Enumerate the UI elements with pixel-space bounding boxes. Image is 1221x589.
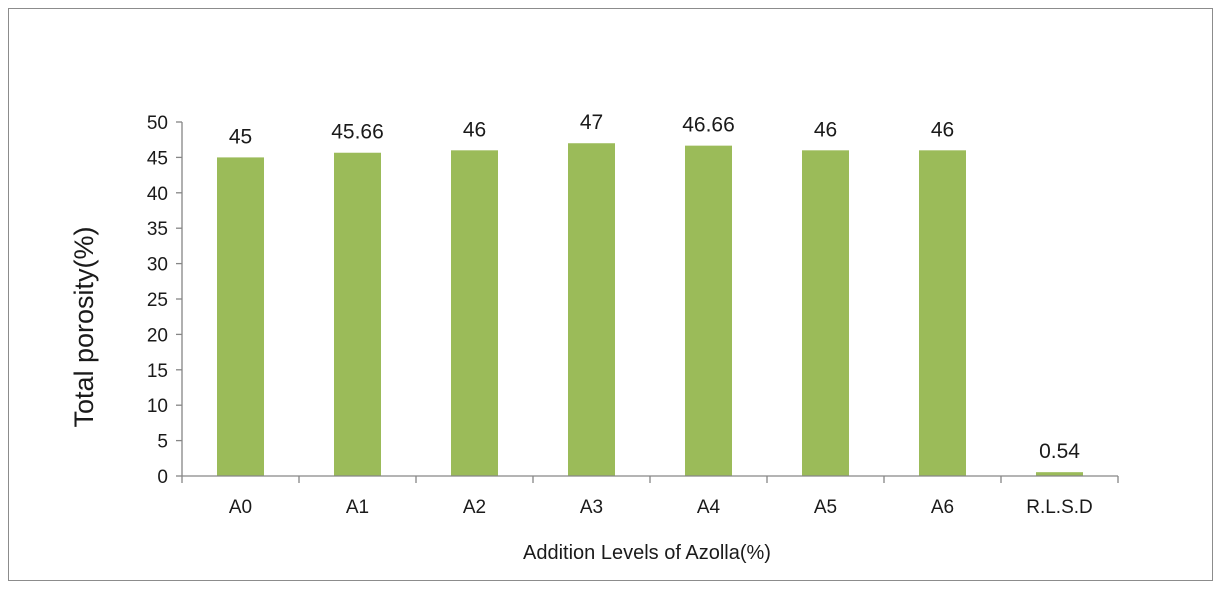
x-tick-label: R.L.S.D (1026, 497, 1093, 518)
x-tick-label: A3 (580, 497, 603, 518)
x-tick-label: A5 (814, 497, 837, 518)
y-axis-title: Total porosity(%) (69, 226, 99, 427)
y-tick-label: 15 (147, 361, 168, 382)
data-label: 46.66 (682, 114, 735, 137)
y-axis-ticks: 0 5 10 15 20 25 30 35 40 45 50 (147, 113, 182, 488)
data-label: 45.66 (331, 121, 384, 144)
x-tick-label: A2 (463, 497, 486, 518)
bar-a5 (802, 150, 849, 476)
data-label: 45 (229, 125, 252, 148)
bar-a1 (334, 152, 381, 476)
data-labels: 45 45.66 46 47 46.66 46 46 0.54 (229, 111, 1080, 463)
data-label: 46 (931, 118, 954, 141)
bars (217, 143, 1083, 477)
x-axis-title: Addition Levels of Azolla(%) (523, 542, 771, 564)
chart-frame: 0 5 10 15 20 25 30 35 40 45 50 45 45.66 46 47 46.66 46 4… (8, 8, 1213, 581)
y-tick-label: 0 (157, 467, 168, 488)
x-tick-label: A1 (346, 497, 369, 518)
y-tick-label: 10 (147, 396, 168, 417)
x-tick-label: A6 (931, 497, 954, 518)
x-tick-label: A0 (229, 497, 252, 518)
y-tick-label: 5 (157, 432, 168, 453)
y-tick-label: 25 (147, 290, 168, 311)
y-tick-label: 40 (147, 184, 168, 205)
y-tick-label: 50 (147, 113, 168, 134)
bar-a6 (919, 150, 966, 476)
y-tick-label: 20 (147, 325, 168, 346)
data-label: 47 (580, 111, 603, 134)
x-axis-ticks: A0 A1 A2 A3 A4 A5 A6 R.L.S.D (181, 476, 1119, 518)
data-label: 0.54 (1039, 440, 1080, 463)
x-tick-label: A4 (697, 497, 721, 518)
bar-a2 (451, 150, 498, 476)
data-label: 46 (814, 118, 837, 141)
y-tick-label: 35 (147, 219, 168, 240)
y-tick-label: 30 (147, 255, 168, 276)
bar-a4 (685, 145, 732, 476)
y-tick-label: 45 (147, 148, 168, 169)
bar-a0 (217, 157, 264, 476)
bar-a3 (568, 143, 615, 477)
data-label: 46 (463, 118, 486, 141)
bar-r-l-s-d (1036, 472, 1083, 476)
